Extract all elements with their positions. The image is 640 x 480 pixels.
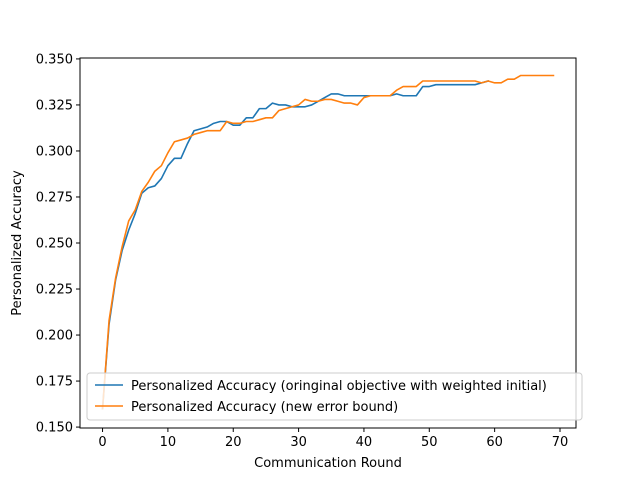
y-tick-label: 0.150 <box>36 421 73 436</box>
x-tick-label: 50 <box>421 435 438 450</box>
x-axis-label: Communication Round <box>254 456 402 471</box>
y-tick-label: 0.350 <box>36 52 73 67</box>
x-tick-label: 40 <box>356 435 373 450</box>
x-tick-label: 10 <box>160 435 177 450</box>
x-tick-label: 0 <box>98 435 106 450</box>
legend-label-original-objective: Personalized Accuracy (oringinal objecti… <box>131 379 547 394</box>
legend-label-new-error-bound: Personalized Accuracy (new error bound) <box>131 400 398 415</box>
y-tick-label: 0.300 <box>36 144 73 159</box>
series-line-original-objective <box>101 80 490 410</box>
x-tick-label: 30 <box>290 435 307 450</box>
plot-area <box>80 58 576 428</box>
y-tick-label: 0.225 <box>36 283 73 298</box>
x-tick-label: 60 <box>486 435 503 450</box>
series-layer <box>101 74 555 410</box>
y-axis-label: Personalized Accuracy <box>10 170 25 316</box>
series-line-new-error-bound <box>101 74 555 410</box>
ticks-layer: 0 10 20 30 40 50 60 70 0.150 0.175 0.200 0.225 0.250… <box>36 52 568 450</box>
y-tick-label: 0.275 <box>36 190 73 205</box>
y-tick-label: 0.250 <box>36 237 73 252</box>
y-tick-label: 0.325 <box>36 98 73 113</box>
axes-frame <box>79 57 577 429</box>
legend-box <box>86 372 583 421</box>
legend: Personalized Accuracy (oringinal objecti… <box>86 372 583 421</box>
y-tick-label: 0.200 <box>36 329 73 344</box>
x-tick-label: 20 <box>225 435 242 450</box>
y-tick-label: 0.175 <box>36 375 73 390</box>
x-tick-label: 70 <box>552 435 569 450</box>
